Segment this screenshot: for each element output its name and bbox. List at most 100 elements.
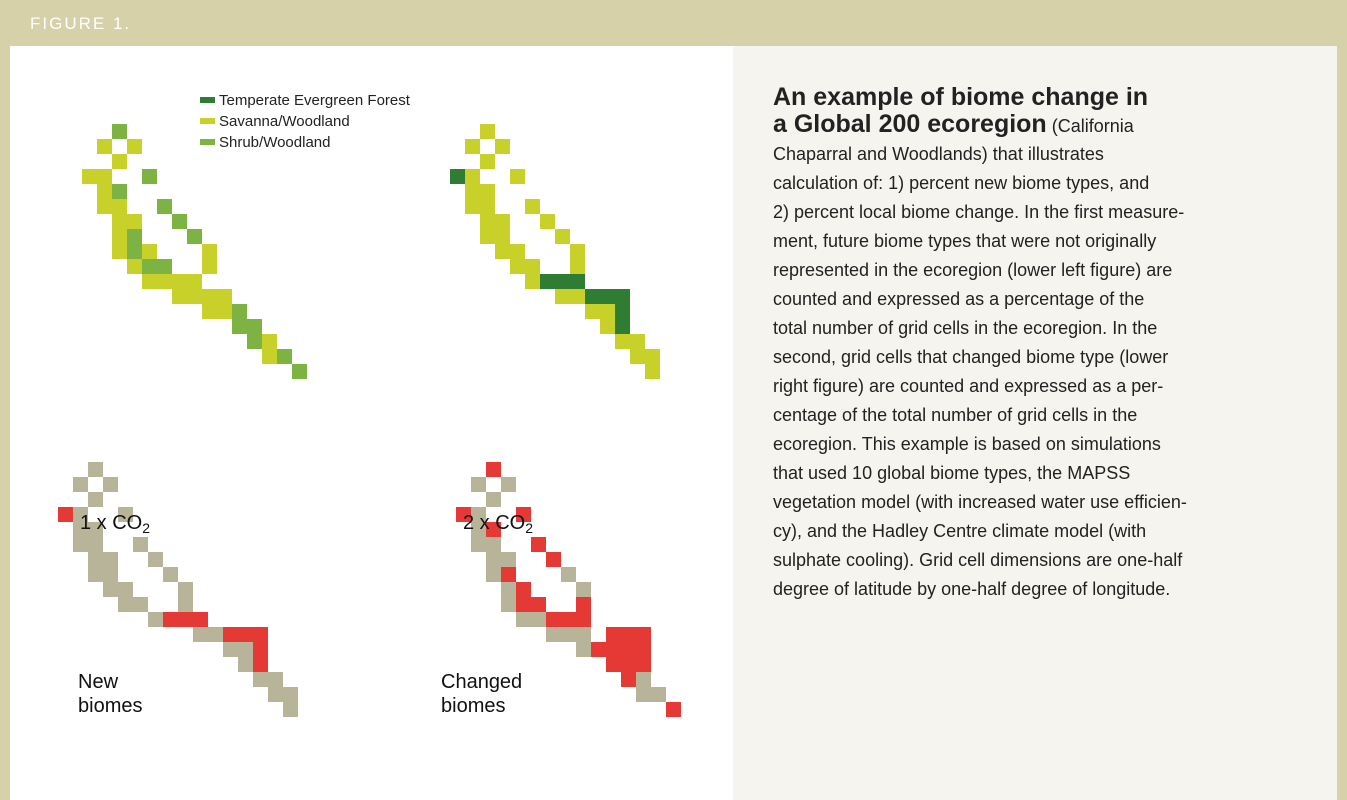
caption-line: 2) percent local biome change. In the fi… (773, 202, 1185, 222)
grid-cell (187, 229, 202, 244)
grid-cell (262, 334, 277, 349)
caption-line: degree of latitude by one-half degree of… (773, 579, 1171, 599)
grid-cell (615, 334, 630, 349)
grid-cell (112, 214, 127, 229)
label-1x-co2: 1 x CO2 (80, 512, 151, 536)
grid-cell (576, 612, 591, 627)
grid-cell (555, 274, 570, 289)
grid-cell (223, 642, 238, 657)
grid-cell (253, 657, 268, 672)
grid-cell (636, 672, 651, 687)
grid-cell (630, 349, 645, 364)
grid-cell (73, 507, 88, 522)
grid-cell (486, 567, 501, 582)
caption-line: counted and expressed as a percentage of… (773, 289, 1145, 309)
grid-cell (127, 244, 142, 259)
caption-line: cy), and the Hadley Centre climate model… (773, 521, 1147, 541)
grid-cell (208, 627, 223, 642)
grid-cell (232, 304, 247, 319)
grid-cell (585, 289, 600, 304)
grid-cell (645, 349, 660, 364)
grid-cell (585, 304, 600, 319)
grid-cell (238, 657, 253, 672)
grid-cell (163, 612, 178, 627)
grid-cell (178, 597, 193, 612)
grid-cell (88, 492, 103, 507)
figure-title: FIGURE 1. (30, 14, 132, 33)
grid-cell (486, 522, 501, 537)
grid-cell (576, 642, 591, 657)
grid-cell (193, 612, 208, 627)
grid-cell (112, 199, 127, 214)
grid-cell (247, 334, 262, 349)
grid-cell (465, 139, 480, 154)
grid-cell (268, 672, 283, 687)
caption-line: sulphate cooling). Grid cell dimensions … (773, 550, 1183, 570)
grid-cell (88, 462, 103, 477)
grid-cell (73, 522, 88, 537)
grid-cell (531, 597, 546, 612)
grid-cell (118, 507, 133, 522)
grid-cell (232, 319, 247, 334)
grid-cell (103, 477, 118, 492)
grid-cell (142, 169, 157, 184)
grid-cell (561, 627, 576, 642)
grid-cell (202, 289, 217, 304)
grid-cell (127, 229, 142, 244)
grid-cell (73, 537, 88, 552)
grid-cell (172, 289, 187, 304)
grid-cell (471, 522, 486, 537)
label-new-biomes: New biomes (78, 671, 143, 717)
grid-cell (223, 627, 238, 642)
grid-cell (163, 567, 178, 582)
legend-label: Shrub/Woodland (219, 134, 331, 151)
figure-header: FIGURE 1. (0, 0, 1347, 46)
grid-cell (576, 597, 591, 612)
grid-cell (103, 552, 118, 567)
grid-cell (531, 612, 546, 627)
grid-cell (112, 124, 127, 139)
grid-cell (606, 657, 621, 672)
caption-line: Chaparral and Woodlands) that illustrate… (773, 144, 1104, 164)
grid-cell (277, 349, 292, 364)
grid-cell (456, 507, 471, 522)
grid-cell (262, 349, 277, 364)
grid-cell (531, 537, 546, 552)
label-2x-co2: 2 x CO2 (463, 512, 534, 536)
grid-cell (600, 304, 615, 319)
caption-body: Chaparral and Woodlands) that illustrate… (773, 140, 1333, 604)
grid-cell (97, 184, 112, 199)
caption-heading: An example of biome change in a Global 2… (773, 83, 1149, 138)
grid-cell (217, 304, 232, 319)
grid-cell (97, 139, 112, 154)
grid-cell (486, 462, 501, 477)
caption-line: represented in the ecoregion (lower left… (773, 260, 1173, 280)
caption-line: total number of grid cells in the ecoreg… (773, 318, 1158, 338)
grid-cell (546, 612, 561, 627)
grid-cell (118, 597, 133, 612)
grid-cell (510, 244, 525, 259)
legend-label: Savanna/Woodland (219, 113, 350, 130)
grid-cell (283, 702, 298, 717)
grid-cell (268, 687, 283, 702)
grid-cell (561, 612, 576, 627)
grid-cell (187, 274, 202, 289)
grid-cell (636, 687, 651, 702)
grid-cell (187, 289, 202, 304)
grid-cell (112, 229, 127, 244)
grid-cell (495, 214, 510, 229)
grid-cell (148, 612, 163, 627)
grid-cell (540, 274, 555, 289)
grid-cell (630, 334, 645, 349)
grid-cell (142, 259, 157, 274)
grid-cell (97, 169, 112, 184)
grid-cell (471, 507, 486, 522)
grid-cell (193, 627, 208, 642)
legend-swatch (200, 97, 215, 103)
grid-cell (202, 259, 217, 274)
grid-cell (600, 289, 615, 304)
grid-cell (615, 304, 630, 319)
grid-cell (546, 627, 561, 642)
grid-cell (486, 552, 501, 567)
grid-cell (450, 169, 465, 184)
